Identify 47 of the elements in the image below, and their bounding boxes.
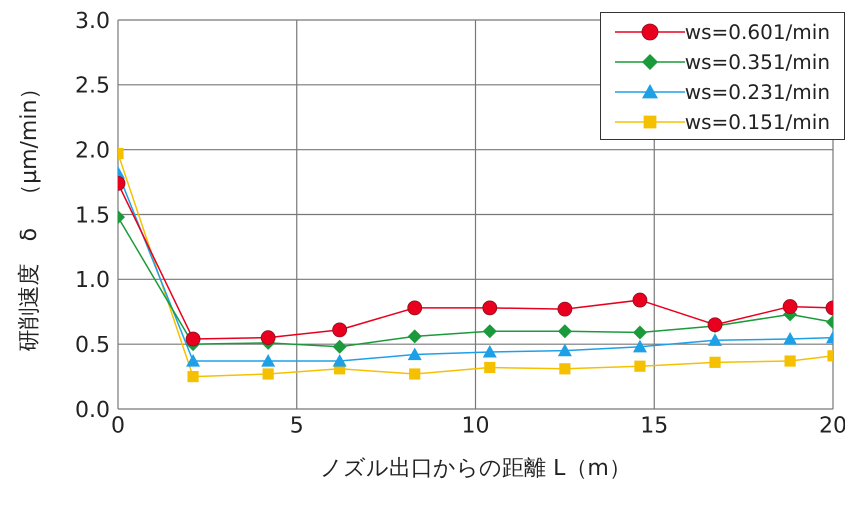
point (632, 340, 647, 352)
x-axis-title: ノズル出口からの距離 L（m） (320, 456, 631, 481)
point (407, 300, 422, 316)
point (708, 333, 722, 346)
y-tick-label: 0.5 (75, 332, 110, 358)
point (709, 356, 721, 368)
y-tick-label: 2.0 (75, 138, 110, 164)
point (261, 354, 276, 367)
y-tick-label: 3.0 (75, 8, 110, 34)
point (186, 332, 200, 346)
point (332, 322, 348, 338)
legend-label: ws=0.231/min (684, 80, 830, 104)
legend-label: ws=0.351/min (684, 50, 830, 74)
point (784, 355, 796, 367)
x-tick-label: 15 (640, 414, 668, 439)
point (332, 340, 347, 354)
y-tick-label: 0.0 (75, 398, 110, 423)
x-tick-label: 0 (111, 414, 125, 439)
point (634, 360, 646, 372)
point (187, 370, 199, 382)
point (484, 362, 496, 374)
legend-label: ws=0.151/min (684, 110, 830, 134)
y-tick-label: 2.5 (75, 74, 110, 99)
x-tick-label: 10 (462, 414, 490, 439)
point (632, 292, 648, 308)
point (409, 368, 420, 380)
point (482, 324, 497, 338)
point (332, 354, 347, 367)
point (482, 300, 498, 316)
point (408, 329, 422, 344)
point (408, 348, 422, 360)
point (558, 344, 572, 356)
point (186, 354, 200, 367)
y-axis-title: 研削速度 δ （μm/min） (16, 78, 42, 352)
y-tick-label: 1.0 (75, 268, 110, 294)
point (558, 324, 572, 338)
legend-label: ws=0.601/min (684, 20, 830, 44)
point (482, 344, 497, 358)
point (559, 363, 570, 374)
point (783, 332, 798, 345)
point (557, 302, 572, 317)
point (632, 325, 647, 340)
point (260, 330, 276, 346)
y-tick-label: 1.5 (75, 203, 110, 228)
point (782, 299, 798, 314)
x-tick-label: 5 (290, 414, 304, 439)
point (262, 368, 274, 380)
